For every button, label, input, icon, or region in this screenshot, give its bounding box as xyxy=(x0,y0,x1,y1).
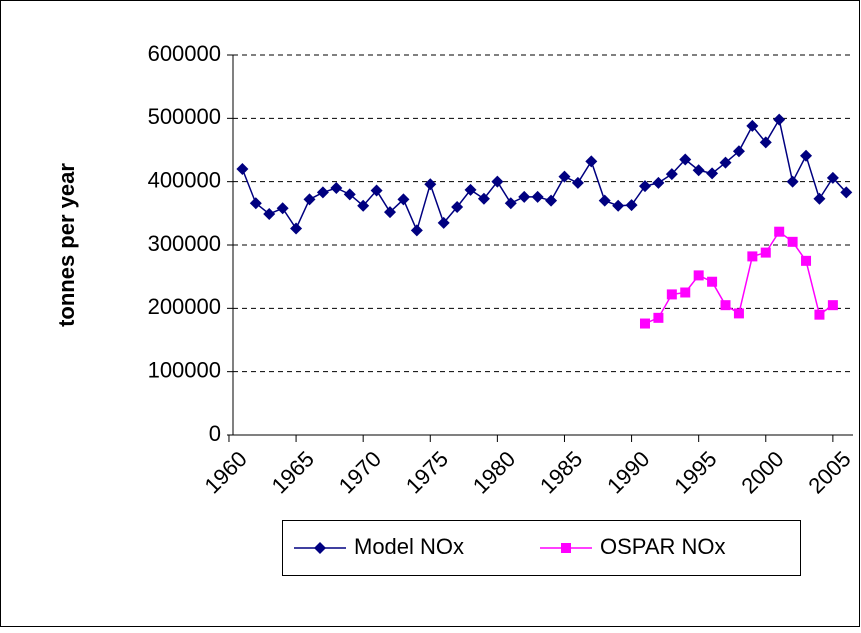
data-point xyxy=(746,119,759,132)
data-point xyxy=(330,182,343,194)
data-point xyxy=(357,199,370,212)
data-point xyxy=(813,192,826,205)
data-point xyxy=(410,224,423,237)
data-point xyxy=(370,184,383,197)
data-point xyxy=(719,156,732,169)
data-point xyxy=(720,300,731,311)
data-point xyxy=(491,175,504,188)
data-point xyxy=(545,194,558,207)
y-axis-label: tonnes per year xyxy=(54,163,79,327)
data-point xyxy=(477,192,490,205)
data-point xyxy=(451,201,464,213)
data-point xyxy=(693,270,704,281)
legend-marker xyxy=(314,542,326,554)
data-point xyxy=(840,186,853,199)
data-point xyxy=(249,197,262,210)
data-point xyxy=(827,300,838,311)
data-point xyxy=(814,309,825,320)
data-point xyxy=(290,222,303,235)
data-point xyxy=(397,193,410,206)
data-point xyxy=(531,190,544,203)
legend-marker xyxy=(561,543,571,553)
data-point xyxy=(652,176,665,189)
data-point xyxy=(692,164,705,177)
data-point xyxy=(679,153,692,166)
data-point xyxy=(733,308,744,319)
data-point xyxy=(316,186,329,199)
data-point xyxy=(384,206,397,219)
data-point xyxy=(504,197,517,210)
data-point xyxy=(639,318,650,329)
data-point xyxy=(598,194,611,207)
legend-label: OSPAR NOx xyxy=(600,534,726,559)
legend-label: Model NOx xyxy=(354,534,464,559)
data-point xyxy=(760,247,771,258)
data-point xyxy=(800,149,813,162)
y-tick-label: 100000 xyxy=(148,357,221,382)
y-tick-label: 200000 xyxy=(148,294,221,319)
data-point xyxy=(666,289,677,300)
data-point xyxy=(707,276,718,287)
data-point xyxy=(303,193,316,206)
data-point xyxy=(774,226,785,237)
y-tick-label: 300000 xyxy=(148,231,221,256)
data-point xyxy=(801,255,812,266)
data-point xyxy=(518,190,531,203)
data-point xyxy=(343,188,356,201)
data-point xyxy=(786,175,799,188)
data-point xyxy=(665,168,678,181)
y-tick-label: 600000 xyxy=(148,41,221,66)
data-point xyxy=(236,163,249,175)
data-point xyxy=(653,312,664,323)
data-point xyxy=(558,170,571,183)
data-point xyxy=(276,202,289,215)
y-tick-label: 400000 xyxy=(148,167,221,192)
data-point xyxy=(571,176,584,189)
data-point xyxy=(585,155,598,168)
y-tick-label: 500000 xyxy=(148,104,221,129)
data-point xyxy=(625,199,638,212)
data-point xyxy=(612,199,625,212)
data-point xyxy=(638,180,651,193)
data-point xyxy=(732,145,745,158)
data-point xyxy=(464,183,477,196)
data-point xyxy=(759,136,772,149)
data-point xyxy=(826,171,839,184)
data-point xyxy=(424,178,437,191)
data-point xyxy=(680,287,691,298)
series-line xyxy=(241,117,847,233)
data-point xyxy=(773,113,786,126)
data-point xyxy=(263,207,276,220)
data-point xyxy=(787,236,798,247)
data-point xyxy=(747,251,758,262)
data-point xyxy=(437,216,450,229)
data-point xyxy=(706,167,719,180)
y-tick-label: 0 xyxy=(209,421,221,446)
